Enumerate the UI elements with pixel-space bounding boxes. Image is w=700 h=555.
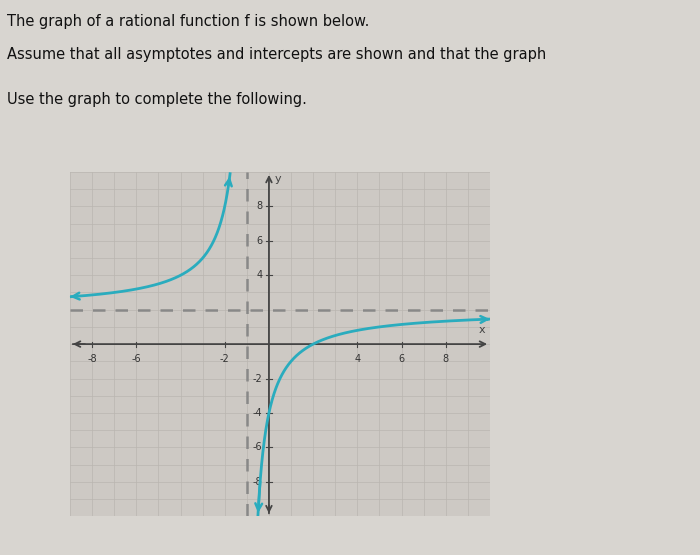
Text: x: x (479, 325, 486, 335)
Text: -8: -8 (253, 477, 262, 487)
Text: -2: -2 (253, 374, 262, 384)
Text: 8: 8 (256, 201, 262, 211)
Text: Use the graph to complete the following.: Use the graph to complete the following. (7, 92, 307, 107)
Text: 4: 4 (256, 270, 262, 280)
Text: 6: 6 (398, 355, 405, 365)
Text: -6: -6 (132, 355, 141, 365)
Text: -8: -8 (88, 355, 97, 365)
Text: Assume that all asymptotes and intercepts are shown and that the graph: Assume that all asymptotes and intercept… (7, 47, 546, 62)
Text: -4: -4 (253, 408, 262, 418)
Text: -2: -2 (220, 355, 230, 365)
Text: 8: 8 (442, 355, 449, 365)
Text: -6: -6 (253, 442, 262, 452)
Text: 6: 6 (256, 236, 262, 246)
Text: The graph of a rational function f is shown below.: The graph of a rational function f is sh… (7, 14, 370, 29)
Text: 4: 4 (354, 355, 360, 365)
Text: y: y (274, 174, 281, 184)
